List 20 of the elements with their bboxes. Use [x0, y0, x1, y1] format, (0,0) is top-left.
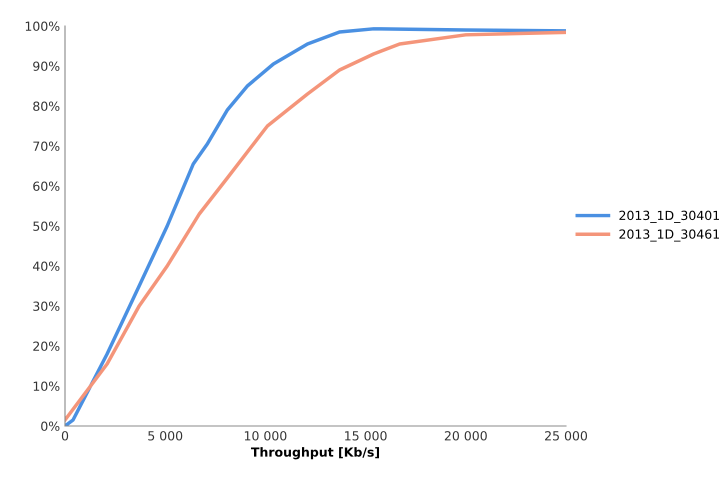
y-tick-label: 30%	[33, 301, 60, 311]
y-tick-label: 60%	[33, 181, 60, 191]
y-tick-label: 50%	[33, 221, 60, 231]
legend-label: 2013_1D_30461	[619, 229, 719, 242]
y-tick-label: 80%	[33, 101, 60, 111]
x-tick-label: 25 000	[545, 431, 588, 441]
y-tick-label: 40%	[32, 261, 60, 271]
y-tick-label: 90%	[33, 61, 60, 71]
x-tick-label: 5 000	[148, 431, 182, 441]
y-tick-label: 20%	[33, 341, 60, 351]
y-tick-label: 100%	[26, 21, 60, 31]
y-tick-label: 0%	[41, 421, 60, 431]
legend-label: 2013_1D_30401	[619, 210, 719, 223]
y-tick-label: 70%	[33, 141, 60, 151]
x-tick-label: 0	[62, 431, 68, 441]
x-axis-title: Throughput [Kb/s]	[250, 447, 380, 460]
x-tick-label: 10 000	[244, 431, 286, 441]
x-tick-label: 15 000	[345, 431, 387, 441]
x-tick-label: 20 000	[444, 431, 487, 441]
y-tick-label: 10%	[34, 381, 60, 391]
